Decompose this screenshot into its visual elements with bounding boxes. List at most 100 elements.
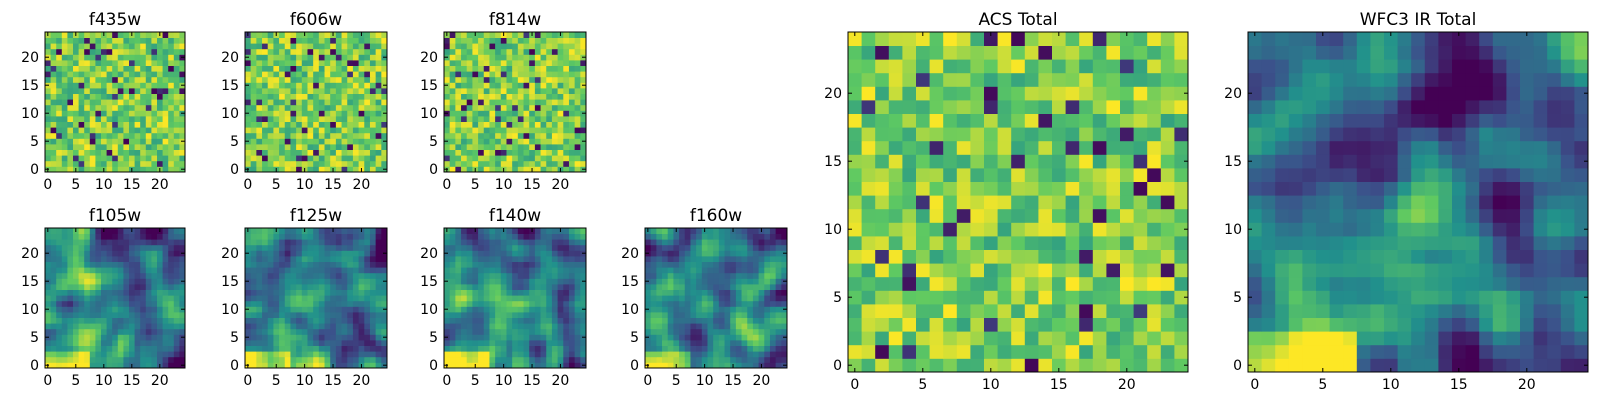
heatmap-cell — [506, 345, 513, 352]
heatmap-cell — [273, 289, 280, 296]
heatmap-cell — [335, 356, 342, 363]
heatmap-cell — [50, 43, 57, 50]
heatmap-cell — [375, 149, 382, 156]
heatmap-cell — [341, 351, 348, 358]
heatmap-cell — [73, 76, 79, 83]
heatmap-cell — [568, 116, 576, 122]
heatmap-cell — [523, 356, 530, 363]
heatmap-cell — [67, 250, 74, 257]
heatmap-cell — [61, 244, 68, 251]
heatmap-cell — [1147, 276, 1162, 291]
heatmap-cell — [741, 228, 748, 234]
heatmap-cell — [1079, 181, 1094, 196]
heatmap-cell — [512, 356, 519, 363]
heatmap-cell — [500, 116, 507, 122]
heatmap-cell — [752, 278, 759, 285]
heatmap-cell — [568, 149, 576, 156]
heatmap-cell — [506, 65, 513, 72]
heatmap-cell — [162, 284, 169, 290]
heatmap-cell — [157, 127, 163, 134]
heatmap-cell — [713, 244, 720, 251]
heatmap-cell — [352, 267, 359, 274]
heatmap-cell — [117, 110, 124, 117]
heatmap-cell — [449, 88, 456, 94]
heatmap-cell — [375, 362, 382, 369]
heatmap-cell — [307, 233, 314, 240]
heatmap-cell — [307, 60, 314, 66]
heatmap-cell — [455, 37, 462, 44]
heatmap-cell — [1024, 358, 1039, 373]
heatmap-cell — [313, 48, 320, 55]
heatmap-cell — [546, 356, 553, 363]
heatmap-cell — [73, 289, 79, 296]
heatmap-cell — [1024, 208, 1039, 223]
heatmap-cell — [290, 250, 297, 257]
heatmap-cell — [375, 166, 382, 173]
heatmap-cell — [489, 306, 496, 313]
heatmap-cell — [157, 138, 163, 145]
heatmap-cell — [557, 267, 564, 274]
heatmap-cell — [970, 358, 985, 373]
heatmap-cell — [123, 256, 130, 262]
heatmap-cell — [483, 306, 490, 313]
heatmap-cell — [684, 317, 691, 324]
heatmap-cell — [495, 328, 502, 335]
heatmap-cell — [929, 168, 944, 182]
heatmap-cell — [56, 340, 63, 346]
heatmap-cell — [262, 323, 269, 330]
heatmap-cell — [1052, 276, 1066, 291]
heatmap-cell — [78, 312, 85, 318]
heatmap-cell — [512, 351, 519, 358]
heatmap-cell — [78, 239, 85, 246]
heatmap-cell — [84, 317, 91, 324]
heatmap-cell — [347, 289, 354, 296]
heatmap-cell — [250, 312, 257, 318]
heatmap-cell — [279, 345, 286, 352]
heatmap-cell — [157, 244, 163, 251]
heatmap-cell — [449, 82, 456, 89]
heatmap-cell — [341, 306, 348, 313]
heatmap-cell — [157, 121, 163, 128]
heatmap-cell — [741, 261, 748, 268]
heatmap-cell — [696, 328, 703, 335]
heatmap-cell — [84, 37, 91, 44]
heatmap-cell — [735, 317, 742, 324]
heatmap-cell — [1052, 290, 1066, 305]
heatmap-cell — [563, 272, 570, 279]
heatmap-cell — [775, 328, 782, 335]
heatmap-cell — [273, 54, 280, 61]
heatmap-cell — [656, 284, 663, 290]
x-tick-label: 5 — [471, 177, 480, 193]
heatmap-cell — [279, 71, 286, 78]
heatmap-cell — [284, 76, 291, 83]
heatmap-cell — [173, 88, 180, 94]
heatmap-cell — [78, 160, 85, 167]
heatmap-cell — [764, 300, 771, 307]
heatmap-cell — [540, 71, 547, 78]
heatmap-cell — [179, 127, 186, 134]
x-tick-label: 5 — [71, 373, 80, 389]
heatmap-cell — [580, 155, 587, 162]
heatmap-cell — [1160, 263, 1175, 278]
heatmap-cell — [296, 272, 303, 279]
heatmap-cell — [67, 267, 74, 274]
heatmap-cell — [461, 138, 468, 145]
heatmap-cell — [318, 250, 325, 257]
heatmap-cell — [696, 272, 703, 279]
heatmap-cell — [489, 233, 496, 240]
heatmap-cell — [129, 284, 135, 290]
heatmap-cell — [145, 340, 152, 346]
heatmap-cell — [61, 99, 68, 106]
heatmap-cell — [273, 256, 280, 262]
heatmap-cell — [106, 93, 113, 100]
heatmap-cell — [381, 261, 388, 268]
heatmap-cell — [50, 138, 57, 145]
heatmap-cell — [352, 48, 359, 55]
heatmap-cell — [466, 317, 473, 324]
heatmap-cell — [1092, 168, 1107, 182]
heatmap-cell — [679, 228, 686, 234]
heatmap-cell — [145, 278, 152, 285]
heatmap-cell — [73, 244, 79, 251]
heatmap-cell — [478, 127, 485, 134]
heatmap-cell — [358, 93, 365, 100]
